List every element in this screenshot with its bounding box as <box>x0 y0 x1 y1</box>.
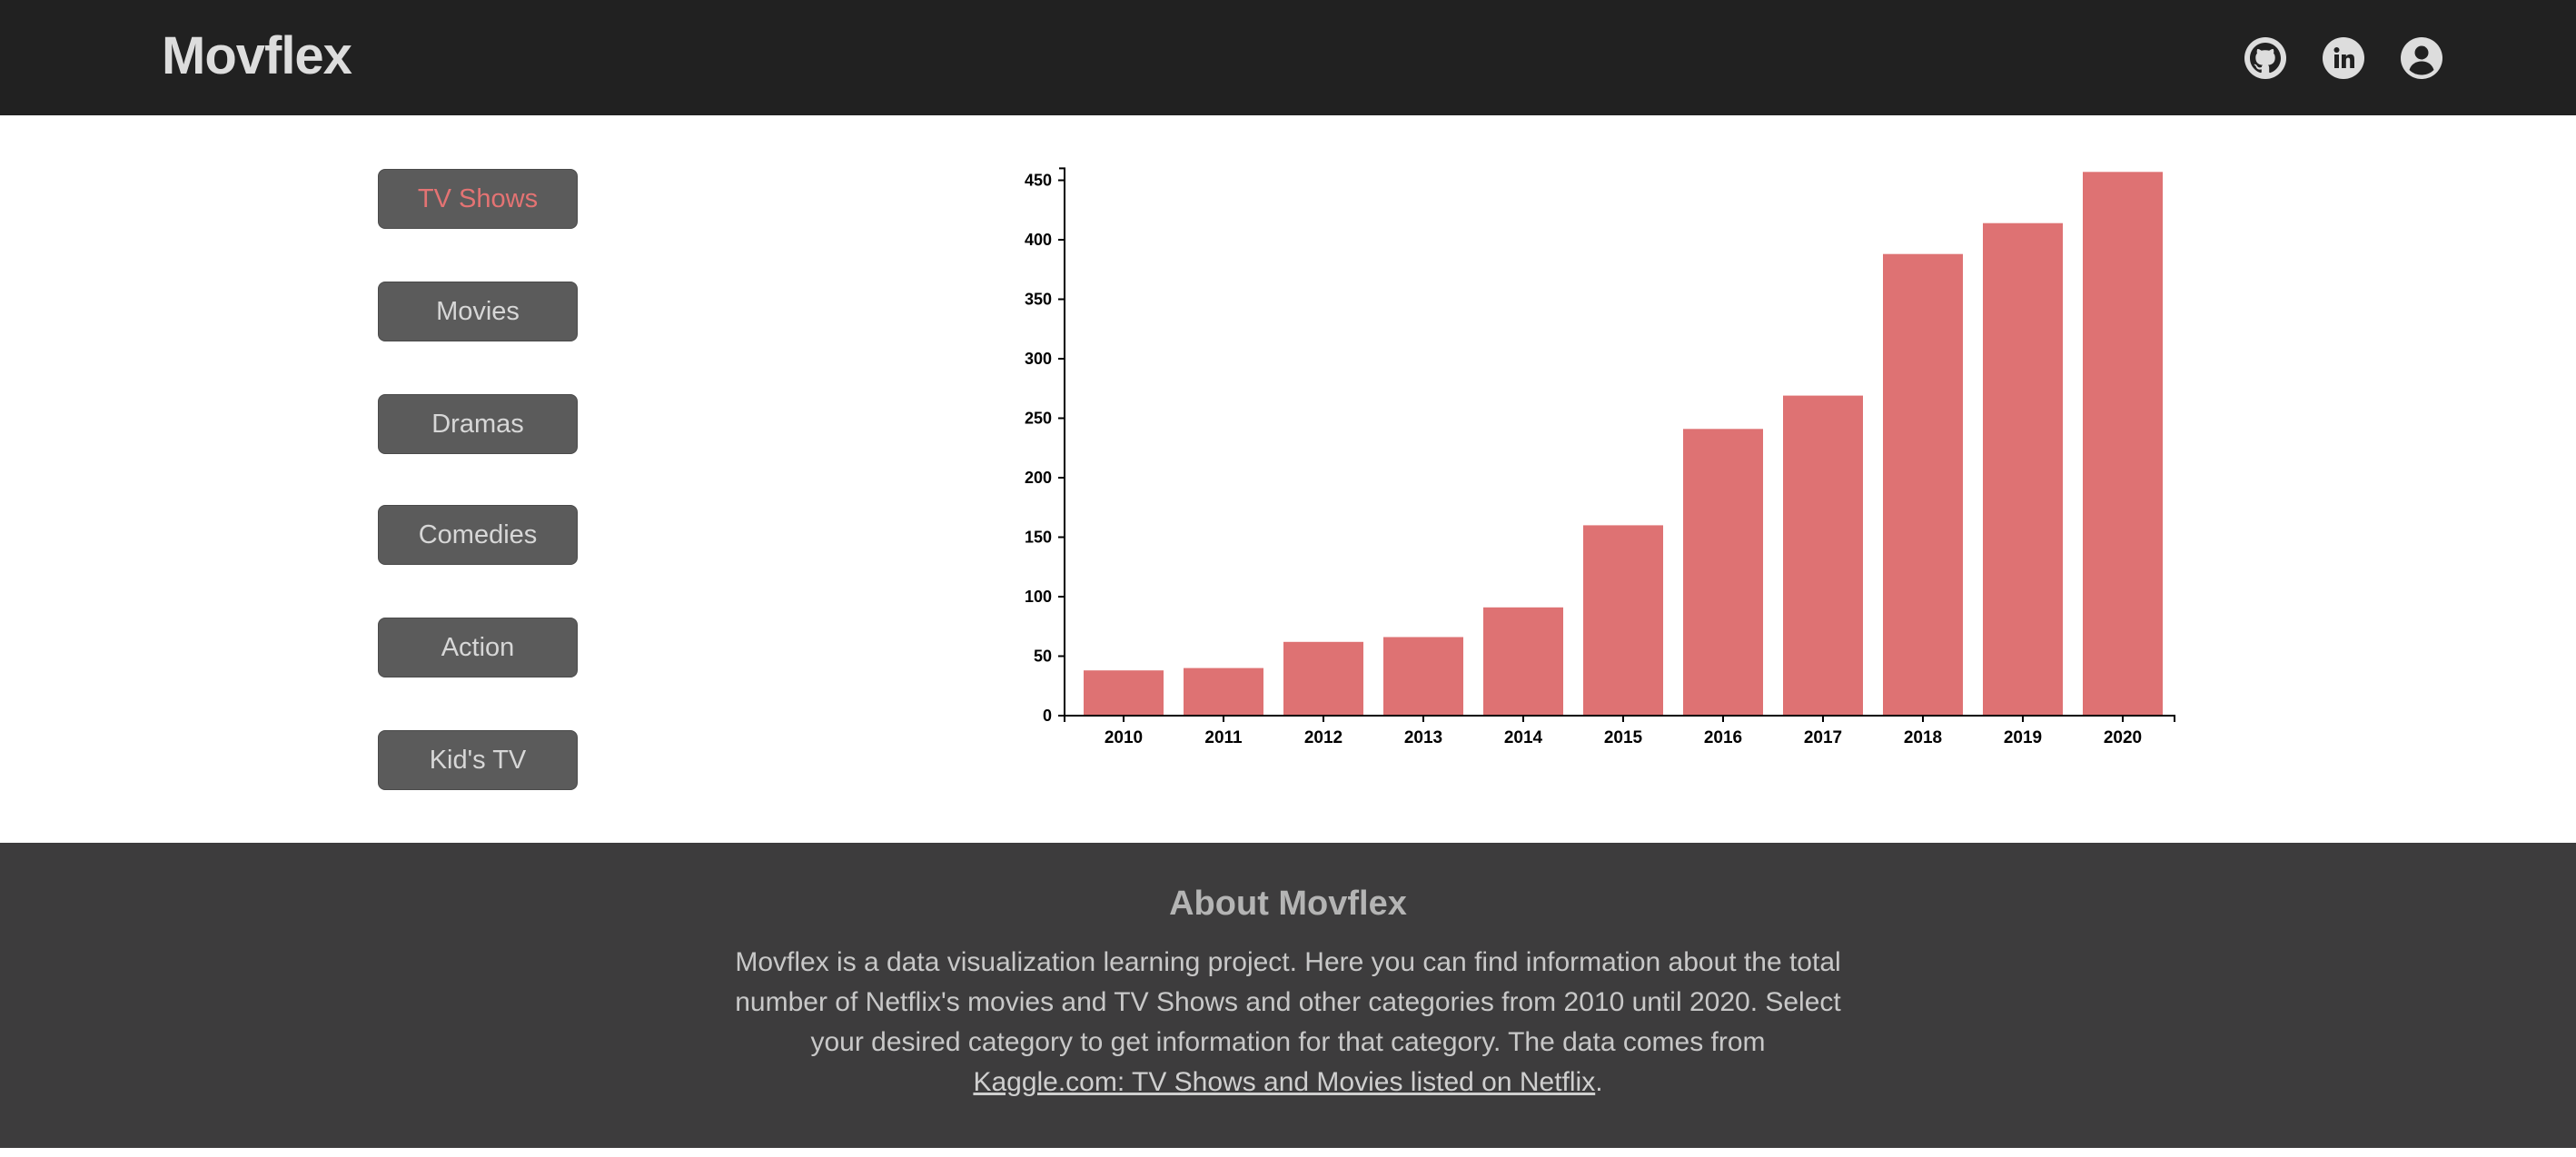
bar-2010 <box>1084 670 1164 716</box>
y-axis-line <box>1059 167 1065 717</box>
bar-2011 <box>1184 668 1263 716</box>
about-title: About Movflex <box>1169 885 1407 923</box>
about-text: Movflex is a data visualization learning… <box>734 943 1842 1103</box>
x-tick-label: 2018 <box>1904 728 1942 747</box>
x-tick-label: 2017 <box>1804 728 1842 747</box>
y-tick-label: 350 <box>1025 291 1052 309</box>
bar-2012 <box>1283 641 1363 716</box>
account-icon[interactable] <box>2399 35 2444 81</box>
x-tick-label: 2019 <box>2004 728 2042 747</box>
category-button-dramas[interactable]: Dramas <box>378 394 578 454</box>
y-tick-label: 300 <box>1025 350 1052 368</box>
category-button-movies[interactable]: Movies <box>378 282 578 341</box>
linkedin-icon[interactable] <box>2321 35 2366 81</box>
x-axis-line <box>1064 715 2175 722</box>
bar-2015 <box>1583 525 1663 716</box>
y-tick-label: 100 <box>1025 588 1052 606</box>
bar-2020 <box>2083 172 2163 717</box>
about-footer: About Movflex Movflex is a data visualiz… <box>0 843 2576 1148</box>
y-tick-label: 0 <box>1043 707 1052 725</box>
top-navbar: Movflex <box>0 0 2576 115</box>
about-text-end: . <box>1595 1067 1603 1097</box>
y-tick-label: 400 <box>1025 231 1052 249</box>
y-tick-label: 50 <box>1034 648 1052 666</box>
x-tick-label: 2012 <box>1304 728 1342 747</box>
x-tick-label: 2014 <box>1504 728 1543 747</box>
x-tick-label: 2011 <box>1204 728 1243 747</box>
bar-2016 <box>1683 429 1763 716</box>
bar-chart-svg: 0 50 100 150 200 250 300 350 400 450 2010 2011 2012 2… <box>1025 167 2175 747</box>
x-tick-label: 2015 <box>1604 728 1643 747</box>
x-tick-label: 2020 <box>2104 728 2142 747</box>
about-text-body: Movflex is a data visualization learning… <box>735 947 1841 1057</box>
x-tick-label: 2013 <box>1404 728 1442 747</box>
category-button-comedies[interactable]: Comedies <box>378 505 578 565</box>
category-button-tv-shows[interactable]: TV Shows <box>378 169 578 229</box>
y-tick-label: 250 <box>1025 410 1052 428</box>
brand-logo-text[interactable]: Movflex <box>162 26 352 85</box>
category-button-action[interactable]: Action <box>378 618 578 677</box>
bar-2014 <box>1483 607 1563 716</box>
x-tick-label: 2010 <box>1105 728 1143 747</box>
category-button-kids-tv[interactable]: Kid's TV <box>378 730 578 790</box>
y-tick-label: 150 <box>1025 529 1052 547</box>
bar-2013 <box>1383 637 1463 716</box>
y-tick-label: 450 <box>1025 172 1052 190</box>
github-icon[interactable] <box>2243 35 2288 81</box>
x-tick-label: 2016 <box>1704 728 1742 747</box>
y-tick-label: 200 <box>1025 469 1052 487</box>
bar-chart: 0 50 100 150 200 250 300 350 400 450 2010 2011 2012 2… <box>981 163 2198 763</box>
bar-2018 <box>1883 253 1963 716</box>
bar-2017 <box>1783 395 1863 716</box>
bar-2019 <box>1983 222 2063 716</box>
kaggle-source-link[interactable]: Kaggle.com: TV Shows and Movies listed o… <box>973 1067 1596 1097</box>
